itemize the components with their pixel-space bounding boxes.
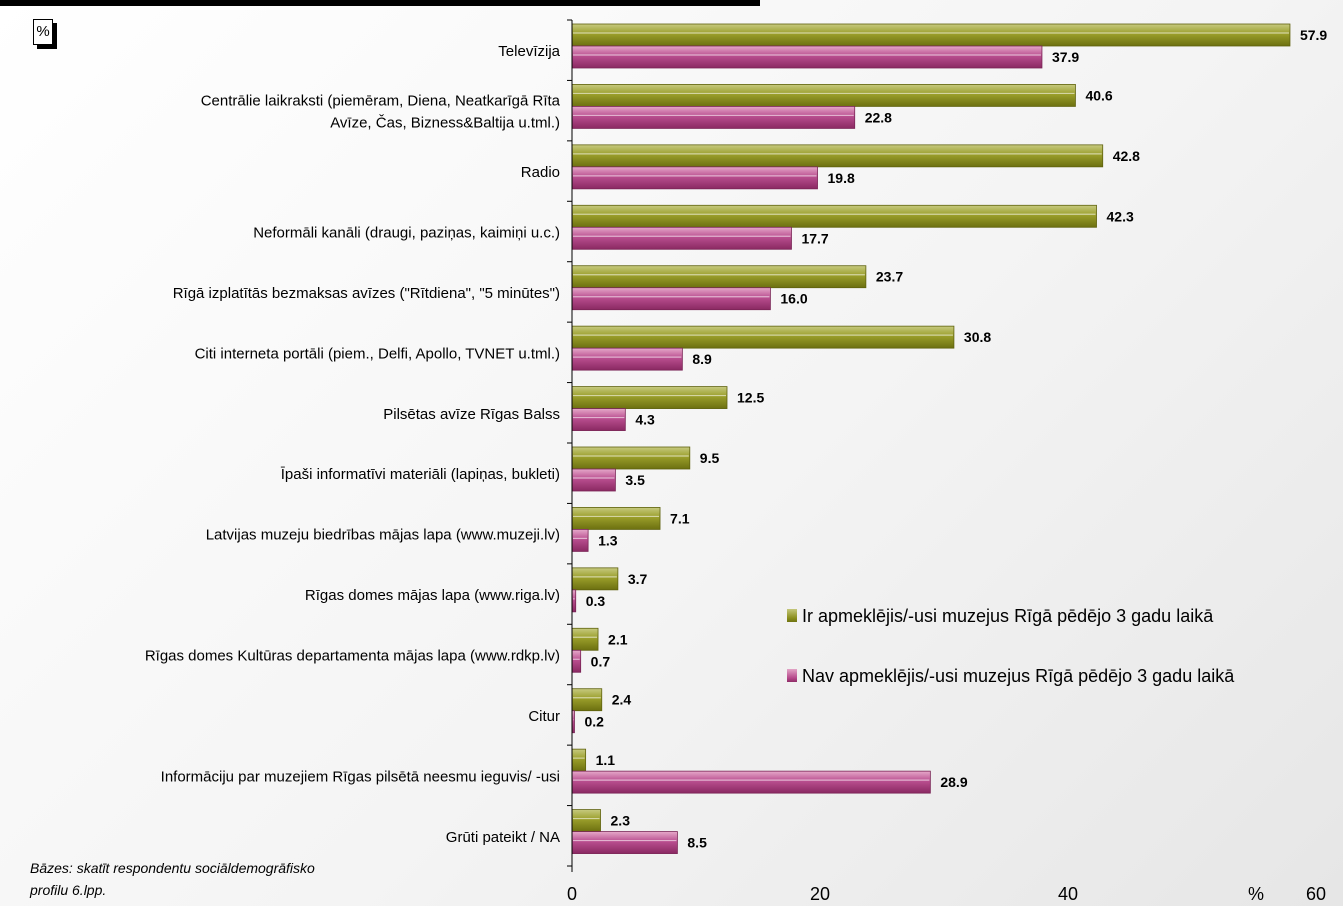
data-label: 2.4 (612, 692, 632, 708)
category-label: Citur (528, 708, 560, 725)
category-label: Televīzija (498, 43, 560, 60)
x-axis-label: % (1248, 884, 1264, 904)
x-tick-label: 40 (1058, 884, 1078, 904)
bar-visited (571, 446, 691, 470)
category-label: Rīgas domes Kultūras departamenta mājas … (145, 648, 560, 665)
unit-label: % (33, 19, 53, 45)
data-label: 57.9 (1300, 27, 1327, 43)
bar-not-visited (571, 287, 771, 311)
bar-visited (571, 325, 955, 349)
data-label: 42.8 (1113, 148, 1140, 164)
data-label: 0.3 (586, 593, 606, 609)
bar-not-visited (571, 226, 792, 250)
data-label: 3.5 (625, 472, 645, 488)
data-label: 4.3 (635, 412, 655, 428)
category-label: Citi interneta portāli (piem., Delfi, Ap… (195, 345, 560, 362)
data-label: 2.3 (611, 813, 631, 829)
category-label: Rīgas domes mājas lapa (www.riga.lv) (305, 587, 560, 604)
footnote: Bāzes: skatīt respondentu sociāldemogrāf… (30, 860, 315, 898)
legend-item-not-visited: Nav apmeklējis/-usi muzejus Rīgā pēdējo … (787, 664, 1267, 688)
legend-swatch-visited (787, 609, 797, 622)
data-label: 40.6 (1085, 87, 1112, 103)
category-label: Īpaši informatīvi materiāli (lapiņas, bu… (281, 466, 560, 483)
legend-swatch-not-visited (787, 669, 797, 682)
bar-not-visited (571, 770, 931, 794)
bar-visited (571, 627, 599, 651)
bar-visited (571, 567, 619, 591)
bar-not-visited (571, 589, 577, 613)
bar-visited (571, 23, 1291, 47)
data-label: 28.9 (940, 774, 967, 790)
data-label: 1.1 (596, 752, 616, 768)
category-label: Centrālie laikraksti (piemēram, Diena, N… (201, 93, 561, 132)
category-label: Informāciju par muzejiem Rīgas pilsētā n… (161, 768, 560, 785)
x-tick-label: 0 (567, 884, 577, 904)
bar-not-visited (571, 649, 582, 673)
bar-visited (571, 386, 728, 409)
x-tick-label: 60 (1306, 884, 1326, 904)
legend-item-visited: Ir apmeklējis/-usi muzejus Rīgā pēdējo 3… (787, 604, 1267, 628)
data-label: 12.5 (737, 390, 764, 406)
data-label: 42.3 (1107, 208, 1134, 224)
bar-not-visited (571, 45, 1043, 69)
data-label: 3.7 (628, 571, 648, 587)
bar-not-visited (571, 529, 589, 552)
bar-visited (571, 265, 867, 289)
legend-label-visited: Ir apmeklējis/-usi muzejus Rīgā pēdējo 3… (802, 606, 1214, 626)
category-label: Rīgā izplatītās bezmaksas avīzes ("Rītdi… (173, 285, 560, 302)
data-label: 0.7 (591, 653, 611, 669)
data-label: 30.8 (964, 329, 991, 345)
bar-visited (571, 144, 1104, 168)
chart-legend: Ir apmeklējis/-usi muzejus Rīgā pēdējo 3… (787, 604, 1267, 688)
bar-not-visited (571, 468, 616, 492)
data-label: 37.9 (1052, 49, 1079, 65)
data-label: 8.5 (687, 835, 707, 851)
bar-not-visited (571, 408, 626, 431)
data-label: 2.1 (608, 631, 628, 647)
data-label: 8.9 (692, 351, 712, 367)
data-label: 16.0 (780, 291, 807, 307)
category-label: Grūti pateikt / NA (446, 829, 560, 846)
category-label: Pilsētas avīze Rīgas Balss (383, 406, 560, 423)
bar-visited (571, 809, 601, 832)
data-label: 0.2 (584, 714, 604, 730)
data-label: 9.5 (700, 450, 720, 466)
data-label: 7.1 (670, 510, 690, 526)
bar-visited (571, 204, 1097, 228)
bar-not-visited (571, 347, 683, 371)
top-border (0, 0, 760, 6)
category-label: Neformāli kanāli (draugi, paziņas, kaimi… (253, 225, 560, 242)
bar-visited (571, 688, 603, 712)
data-label: 17.7 (801, 230, 828, 246)
data-label: 22.8 (865, 109, 892, 125)
bar-visited (571, 507, 661, 530)
data-label: 23.7 (876, 269, 903, 285)
bar-not-visited (571, 831, 678, 854)
bar-visited (571, 84, 1076, 107)
data-label: 1.3 (598, 532, 618, 548)
category-label: Radio (521, 164, 560, 181)
bar-not-visited (571, 166, 818, 190)
x-tick-label: 20 (810, 884, 830, 904)
legend-label-not-visited: Nav apmeklējis/-usi muzejus Rīgā pēdējo … (802, 666, 1235, 686)
data-label: 19.8 (828, 170, 855, 186)
bar-not-visited (571, 106, 856, 129)
bar-visited (571, 748, 587, 772)
category-label: Latvijas muzeju biedrības mājas lapa (ww… (206, 527, 560, 544)
